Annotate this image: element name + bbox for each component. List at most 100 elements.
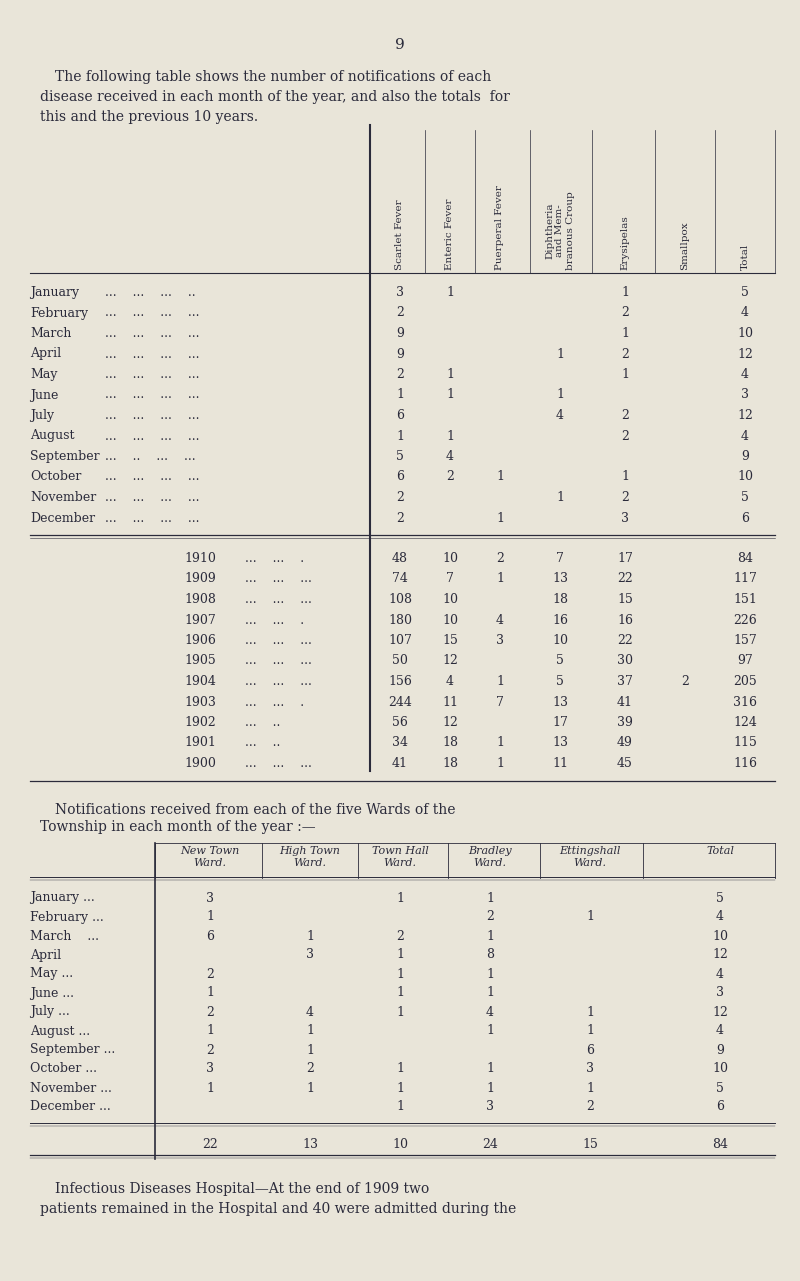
Text: December: December: [30, 511, 95, 524]
Text: 1: 1: [586, 1081, 594, 1094]
Text: July: July: [30, 409, 54, 421]
Text: 4: 4: [446, 675, 454, 688]
Text: 1: 1: [396, 967, 404, 980]
Text: 1908: 1908: [184, 593, 216, 606]
Text: October: October: [30, 470, 82, 483]
Text: 2: 2: [586, 1100, 594, 1113]
Text: 3: 3: [621, 511, 629, 524]
Text: Ward.: Ward.: [574, 858, 606, 869]
Text: 6: 6: [396, 409, 404, 421]
Text: 1: 1: [556, 388, 564, 401]
Text: 7: 7: [496, 696, 504, 708]
Text: 4: 4: [716, 967, 724, 980]
Text: 41: 41: [617, 696, 633, 708]
Text: Diphtheria
and Mem-
branous Croup: Diphtheria and Mem- branous Croup: [545, 191, 575, 270]
Text: Town Hall: Town Hall: [372, 847, 428, 857]
Text: 12: 12: [712, 948, 728, 962]
Text: 10: 10: [712, 1062, 728, 1076]
Text: 1905: 1905: [184, 655, 216, 667]
Text: 5: 5: [716, 1081, 724, 1094]
Text: 6: 6: [741, 511, 749, 524]
Text: December ...: December ...: [30, 1100, 110, 1113]
Text: June ...: June ...: [30, 986, 74, 999]
Text: 1: 1: [496, 757, 504, 770]
Text: 5: 5: [556, 675, 564, 688]
Text: 1903: 1903: [184, 696, 216, 708]
Text: 2: 2: [396, 368, 404, 380]
Text: 12: 12: [737, 409, 753, 421]
Text: Ettingshall: Ettingshall: [559, 847, 621, 857]
Text: 1: 1: [621, 368, 629, 380]
Text: 10: 10: [737, 327, 753, 339]
Text: 1: 1: [206, 986, 214, 999]
Text: 17: 17: [552, 716, 568, 729]
Text: 1: 1: [396, 892, 404, 904]
Text: January ...: January ...: [30, 892, 94, 904]
Text: 1: 1: [396, 1006, 404, 1018]
Text: 4: 4: [486, 1006, 494, 1018]
Text: 1901: 1901: [184, 737, 216, 749]
Text: 3: 3: [486, 1100, 494, 1113]
Text: 15: 15: [582, 1138, 598, 1150]
Text: June: June: [30, 388, 58, 401]
Text: 1: 1: [586, 911, 594, 924]
Text: 10: 10: [712, 930, 728, 943]
Text: 117: 117: [733, 573, 757, 585]
Text: 50: 50: [392, 655, 408, 667]
Text: 1: 1: [396, 986, 404, 999]
Text: 41: 41: [392, 757, 408, 770]
Text: 5: 5: [741, 286, 749, 298]
Text: 156: 156: [388, 675, 412, 688]
Text: Notifications received from each of the five Wards of the: Notifications received from each of the …: [55, 802, 455, 816]
Text: 12: 12: [737, 347, 753, 360]
Text: 1: 1: [496, 675, 504, 688]
Text: 1: 1: [496, 573, 504, 585]
Text: 9: 9: [716, 1044, 724, 1057]
Text: April: April: [30, 948, 61, 962]
Text: 2: 2: [396, 306, 404, 319]
Text: Enteric Fever: Enteric Fever: [446, 199, 454, 270]
Text: 3: 3: [306, 948, 314, 962]
Text: Smallpox: Smallpox: [681, 222, 690, 270]
Text: 11: 11: [552, 757, 568, 770]
Text: 2: 2: [621, 409, 629, 421]
Text: 1: 1: [486, 892, 494, 904]
Text: 1910: 1910: [184, 552, 216, 565]
Text: Ward.: Ward.: [294, 858, 326, 869]
Text: 2: 2: [396, 511, 404, 524]
Text: 4: 4: [741, 429, 749, 442]
Text: 10: 10: [442, 552, 458, 565]
Text: 1902: 1902: [184, 716, 216, 729]
Text: Township in each month of the year :—: Township in each month of the year :—: [40, 821, 316, 834]
Text: 17: 17: [617, 552, 633, 565]
Text: 2: 2: [206, 1044, 214, 1057]
Text: 16: 16: [552, 614, 568, 626]
Text: 108: 108: [388, 593, 412, 606]
Text: ...    ..    ...    ...: ... .. ... ...: [105, 450, 196, 462]
Text: 1: 1: [496, 470, 504, 483]
Text: April: April: [30, 347, 61, 360]
Text: 39: 39: [617, 716, 633, 729]
Text: March: March: [30, 327, 71, 339]
Text: disease received in each month of the year, and also the totals  for: disease received in each month of the ye…: [40, 90, 510, 104]
Text: 18: 18: [442, 737, 458, 749]
Text: January: January: [30, 286, 79, 298]
Text: Ward.: Ward.: [383, 858, 417, 869]
Text: ...    ...    ...    ...: ... ... ... ...: [105, 388, 199, 401]
Text: September ...: September ...: [30, 1044, 115, 1057]
Text: 12: 12: [712, 1006, 728, 1018]
Text: 124: 124: [733, 716, 757, 729]
Text: ...    ...    ...: ... ... ...: [245, 634, 312, 647]
Text: 2: 2: [486, 911, 494, 924]
Text: 1: 1: [396, 1062, 404, 1076]
Text: 2: 2: [621, 306, 629, 319]
Text: ...    ...    .: ... ... .: [245, 614, 304, 626]
Text: 7: 7: [556, 552, 564, 565]
Text: 24: 24: [482, 1138, 498, 1150]
Text: 37: 37: [617, 675, 633, 688]
Text: 4: 4: [741, 306, 749, 319]
Text: 1: 1: [306, 1025, 314, 1038]
Text: Total: Total: [706, 847, 734, 857]
Text: 5: 5: [741, 491, 749, 503]
Text: ...    ...    ...    ...: ... ... ... ...: [105, 491, 199, 503]
